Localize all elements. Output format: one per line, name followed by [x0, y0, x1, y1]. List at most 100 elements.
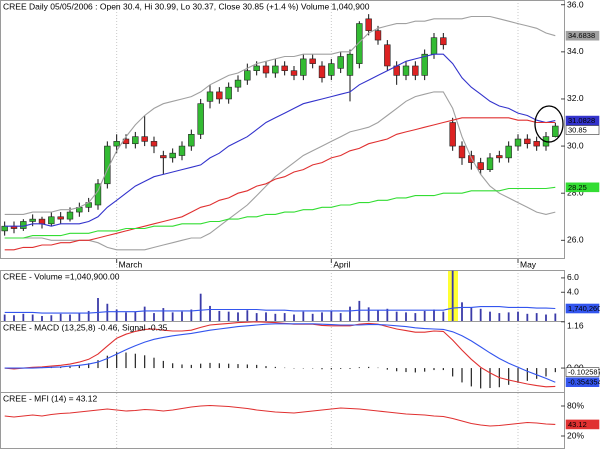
histogram-bar	[508, 368, 510, 385]
value-label: 28.25	[568, 183, 587, 192]
value-label-box	[565, 303, 600, 314]
x-tick-label: April	[333, 259, 350, 269]
volume-bar	[265, 312, 267, 321]
value-label: -0.354354	[568, 378, 600, 387]
y-tick-label: 6.0	[567, 272, 579, 282]
candle-body	[524, 138, 531, 145]
histogram-bar	[489, 368, 491, 389]
histogram-bar	[200, 363, 202, 369]
volume-bar	[97, 298, 99, 321]
histogram-bar	[144, 355, 146, 369]
candle-body	[514, 138, 522, 147]
histogram-bar	[218, 363, 220, 369]
histogram-bar	[265, 366, 267, 369]
candle-body	[458, 145, 466, 159]
indicator-line	[4, 15, 556, 215]
histogram-bar	[526, 368, 528, 381]
histogram-bar	[414, 368, 416, 373]
volume-bar	[423, 310, 426, 321]
volume-bar	[13, 315, 15, 321]
volume-bar	[125, 312, 127, 321]
histogram-bar	[470, 368, 472, 387]
volume-bar	[31, 314, 34, 321]
histogram-bar	[340, 368, 342, 369]
candle-body	[262, 65, 270, 74]
histogram-bar	[461, 368, 463, 383]
candle-body	[234, 79, 242, 88]
panel-title: CREE - MACD (13,25,8) -0.46, Signal -0.3…	[3, 322, 168, 332]
candle-body	[356, 23, 363, 64]
indicator-line	[4, 53, 556, 227]
volume-bar	[237, 312, 239, 321]
volume-bar	[162, 308, 165, 321]
histogram-bar	[321, 368, 323, 370]
y-tick-label: 36.0	[567, 0, 584, 9]
y-tick-label: 20%	[567, 430, 584, 440]
volume-bar	[349, 306, 351, 321]
histogram-bar	[106, 355, 108, 369]
volume-bar	[442, 311, 445, 321]
volume-bar	[218, 310, 221, 321]
candle-body	[328, 63, 335, 76]
candle-body	[552, 125, 559, 137]
histogram-bar	[386, 368, 388, 370]
volume-bar	[358, 300, 361, 321]
histogram-bar	[424, 368, 426, 372]
annotation-circle	[534, 105, 564, 143]
indicator-line	[4, 117, 556, 251]
histogram-bar	[396, 368, 398, 372]
histogram-bar	[452, 368, 454, 377]
volume-bar	[554, 313, 557, 321]
volume-bar	[311, 313, 314, 321]
panel-title: CREE - Volume =1,040,900.00	[3, 271, 120, 281]
candle-body	[169, 152, 176, 159]
volume-bar	[433, 309, 435, 321]
value-label: 34.6838	[568, 31, 595, 40]
volume-bar	[293, 314, 295, 321]
candle-body	[412, 65, 419, 76]
histogram-bar	[545, 368, 547, 377]
value-label-box	[565, 115, 600, 126]
candle-body	[20, 221, 27, 229]
volume-bar	[78, 313, 81, 321]
candle-body	[402, 65, 410, 76]
histogram-bar	[405, 368, 407, 373]
histogram-bar	[554, 368, 556, 373]
candle-body	[38, 218, 46, 225]
volume-bar	[22, 313, 25, 321]
candle-body	[430, 37, 438, 55]
histogram-bar	[256, 364, 258, 369]
indicator-line	[4, 186, 556, 239]
volume-bar	[526, 313, 529, 321]
candle-body	[197, 103, 204, 135]
histogram-bar	[228, 363, 230, 369]
histogram-bar	[134, 353, 136, 369]
indicator-line	[4, 321, 556, 388]
volume-bar	[405, 312, 407, 321]
y-tick-label: 4.0	[567, 287, 579, 297]
volume-bar	[386, 308, 389, 321]
histogram-bar	[162, 360, 164, 369]
candle-body	[244, 70, 251, 81]
candle-body	[337, 56, 344, 69]
histogram-bar	[153, 357, 155, 369]
candle-body	[290, 70, 298, 76]
volume-bar	[302, 311, 305, 321]
histogram-bar	[517, 368, 519, 383]
histogram-bar	[368, 366, 370, 369]
volume-bar	[274, 313, 277, 321]
volume-bar	[377, 310, 379, 321]
candle-body	[384, 44, 391, 67]
candle-body	[1, 225, 8, 232]
histogram-bar	[172, 363, 174, 369]
histogram-bar	[116, 352, 118, 369]
candle-body	[346, 53, 354, 76]
volume-bar	[330, 310, 333, 321]
value-label: 43.12	[568, 420, 587, 429]
volume-bar	[143, 306, 146, 321]
histogram-bar	[246, 364, 248, 369]
value-label-box	[565, 125, 600, 135]
candle-body	[365, 18, 372, 31]
